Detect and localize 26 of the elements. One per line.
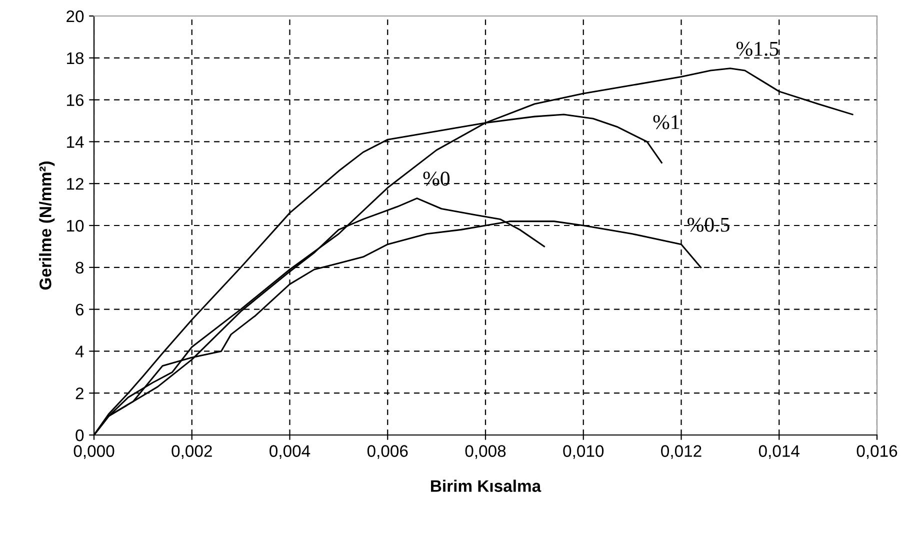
y-tick-label: 20 <box>66 10 84 22</box>
x-axis-title: Birim Kısalma <box>431 480 542 492</box>
annotation: %0.5 <box>688 218 730 232</box>
x-tick-label: 0,008 <box>465 445 506 459</box>
x-tick-label: 0,004 <box>270 445 310 459</box>
x-tick-label: 0,006 <box>367 445 408 459</box>
y-tick-label: 10 <box>67 220 84 232</box>
y-tick-label: 18 <box>67 52 84 64</box>
annotation: %1 <box>653 115 680 130</box>
x-tick-label: 0,012 <box>661 445 702 459</box>
y-tick-label: 12 <box>67 178 84 190</box>
y-tick-label: 8 <box>76 262 84 274</box>
y-tick-label: 0 <box>76 429 84 442</box>
x-tick-label: 0,002 <box>172 445 212 459</box>
x-tick-label: 0,010 <box>563 445 604 459</box>
y-tick-label: 14 <box>67 136 84 148</box>
x-tick-label: 0,000 <box>74 445 114 459</box>
annotation: %1.5 <box>736 42 778 56</box>
y-axis-title: Gerilme (N/mm²) <box>39 162 55 290</box>
y-tick-label: 4 <box>75 346 84 358</box>
annotation: %0 <box>423 172 450 186</box>
y-tick-label: 2 <box>76 388 84 400</box>
y-tick-label: 6 <box>76 304 84 316</box>
y-tick-label: 16 <box>67 94 84 106</box>
x-tick-label: 0,016 <box>856 445 898 459</box>
x-tick-label: 0,014 <box>758 445 800 459</box>
